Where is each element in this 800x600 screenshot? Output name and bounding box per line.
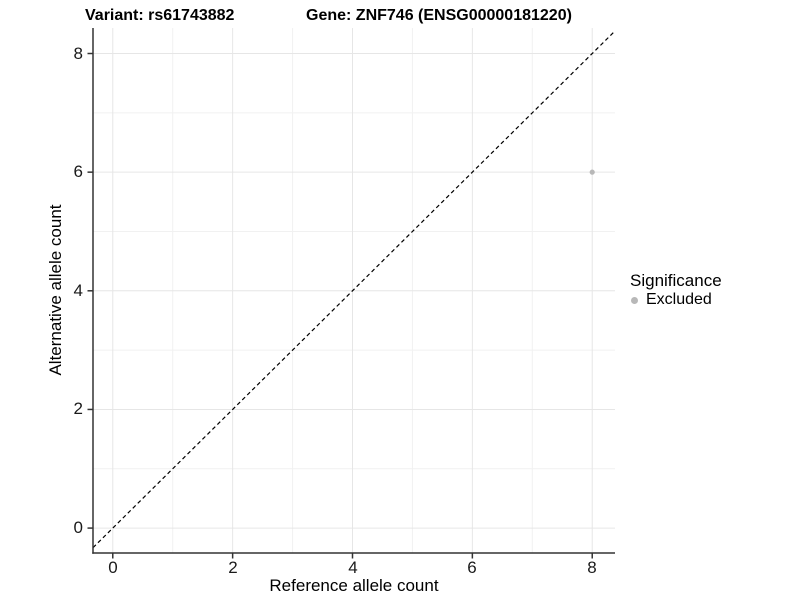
y-tick-label-4: 4	[73, 281, 83, 300]
legend: Significance Excluded	[630, 271, 722, 309]
y-axis-title: Alternative allele count	[46, 204, 65, 376]
x-axis-title: Reference allele count	[269, 576, 439, 595]
x-tick-label-2: 2	[228, 558, 238, 577]
x-tick-label-6: 6	[467, 558, 477, 577]
y-tick-label-2: 2	[73, 399, 83, 418]
y-tick-label-0: 0	[73, 518, 83, 537]
legend-item-label: Excluded	[646, 291, 712, 308]
legend-title: Significance	[630, 271, 722, 290]
data-point	[589, 169, 595, 175]
dot-icon	[631, 296, 638, 304]
plot-title-gene: Gene: ZNF746 (ENSG00000181220)	[306, 7, 572, 24]
plot-title-variant: Variant: rs61743882	[85, 7, 235, 24]
x-tick-label-4: 4	[348, 558, 358, 577]
x-tick-label-8: 8	[587, 558, 597, 577]
x-tick-label-0: 0	[108, 558, 118, 577]
legend-item-excluded: Excluded	[630, 291, 722, 309]
y-tick-label-8: 8	[73, 44, 83, 63]
y-tick-label-6: 6	[73, 162, 83, 181]
